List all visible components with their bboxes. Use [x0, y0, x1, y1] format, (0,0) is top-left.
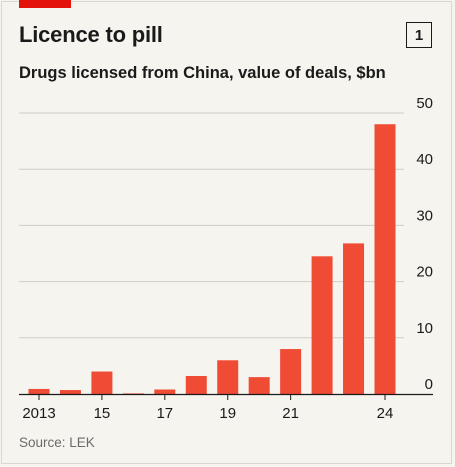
bar-2016	[122, 393, 144, 394]
bar-2017	[154, 389, 176, 394]
bar-2013	[28, 388, 50, 394]
bar-2023	[343, 243, 365, 394]
bar-2015	[91, 371, 113, 394]
y-tick-label-40: 40	[416, 151, 433, 168]
y-tick-label-30: 30	[416, 207, 433, 224]
figure-number-badge: 1	[406, 22, 432, 48]
chart-title: Licence to pill	[19, 22, 163, 47]
bar-2021	[280, 349, 302, 394]
y-tick-label-10: 10	[416, 320, 433, 337]
x-tick-label-2019: 19	[219, 405, 236, 422]
bar-2019	[217, 360, 239, 394]
x-tick-label-2021: 21	[282, 405, 299, 422]
x-tick-label-2024: 24	[377, 405, 394, 422]
bar-2020	[248, 377, 270, 394]
bar-2018	[185, 376, 207, 394]
y-tick-label-20: 20	[416, 264, 433, 281]
y-tick-label-0: 0	[425, 376, 433, 393]
bar-2014	[59, 390, 81, 394]
chart-subtitle: Drugs licensed from China, value of deal…	[19, 64, 386, 82]
bar-2022	[311, 256, 333, 394]
y-tick-label-50: 50	[416, 95, 433, 112]
x-tick-label-2013: 2013	[22, 405, 55, 422]
accent-bar	[19, 0, 71, 8]
x-tick-label-2015: 15	[94, 405, 111, 422]
bar-2024	[374, 124, 396, 395]
x-tick-label-2017: 17	[156, 405, 173, 422]
source-note: Source: LEK	[19, 435, 95, 450]
